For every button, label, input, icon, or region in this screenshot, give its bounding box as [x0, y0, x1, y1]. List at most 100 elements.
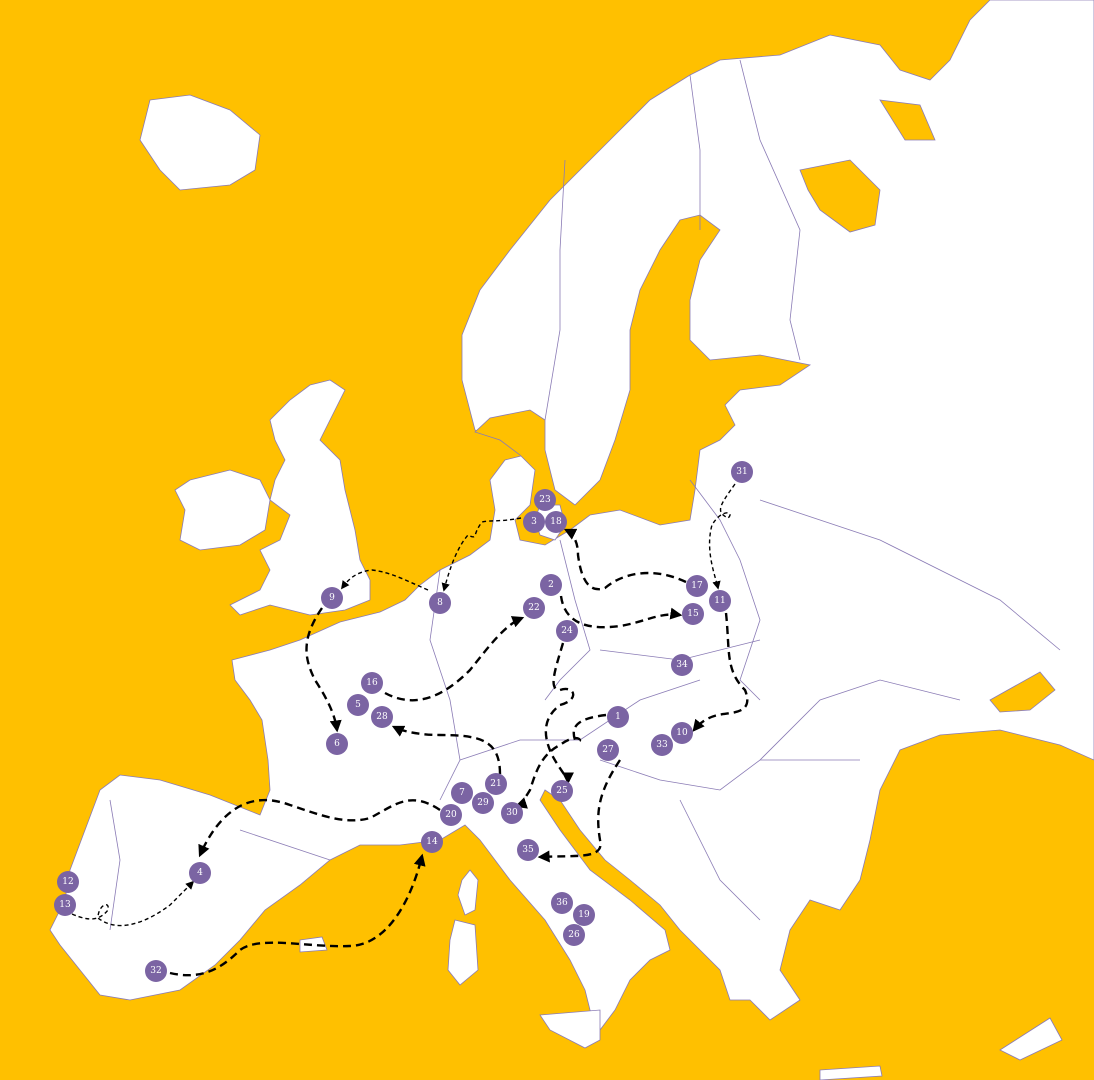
- marker-33[interactable]: 33: [651, 734, 673, 756]
- marker-19[interactable]: 19: [573, 904, 595, 926]
- marker-circle[interactable]: [671, 654, 693, 676]
- marker-10[interactable]: 10: [671, 722, 693, 744]
- marker-circle[interactable]: [485, 773, 507, 795]
- marker-label: 5: [355, 700, 361, 710]
- marker-circle[interactable]: [551, 780, 573, 802]
- marker-12[interactable]: 12: [57, 871, 79, 893]
- sardinia: [447, 919, 479, 986]
- white-sea: [799, 159, 881, 233]
- marker-21[interactable]: 21: [485, 773, 507, 795]
- marker-16[interactable]: 16: [361, 672, 383, 694]
- marker-18[interactable]: 18: [545, 511, 567, 533]
- marker-label: 18: [550, 517, 562, 527]
- marker-circle[interactable]: [421, 831, 443, 853]
- marker-circle[interactable]: [145, 960, 167, 982]
- marker-circle[interactable]: [540, 574, 562, 596]
- marker-13[interactable]: 13: [54, 894, 76, 916]
- marker-circle[interactable]: [545, 511, 567, 533]
- markers: 1234567891011121314151617181920212223242…: [54, 461, 753, 982]
- marker-circle[interactable]: [551, 892, 573, 914]
- marker-label: 6: [334, 739, 340, 749]
- marker-label: 31: [736, 467, 747, 477]
- marker-31[interactable]: 31: [731, 461, 753, 483]
- marker-17[interactable]: 17: [686, 575, 708, 597]
- marker-label: 34: [676, 660, 688, 670]
- marker-30[interactable]: 30: [501, 802, 523, 824]
- marker-22[interactable]: 22: [523, 597, 545, 619]
- marker-circle[interactable]: [597, 739, 619, 761]
- marker-circle[interactable]: [709, 590, 731, 612]
- marker-2[interactable]: 2: [540, 574, 562, 596]
- marker-26[interactable]: 26: [563, 924, 585, 946]
- marker-circle[interactable]: [731, 461, 753, 483]
- marker-circle[interactable]: [472, 792, 494, 814]
- marker-29[interactable]: 29: [472, 792, 494, 814]
- route-8-to-9: [340, 569, 429, 591]
- marker-circle[interactable]: [54, 894, 76, 916]
- marker-circle[interactable]: [517, 839, 539, 861]
- marker-6[interactable]: 6: [326, 733, 348, 755]
- route-24-to-25: [544, 642, 575, 785]
- marker-label: 9: [329, 593, 335, 603]
- marker-label: 23: [539, 495, 551, 505]
- routes: [71, 483, 749, 977]
- route-13-to-4: [71, 880, 195, 927]
- marker-circle[interactable]: [361, 672, 383, 694]
- marker-8[interactable]: 8: [429, 592, 451, 614]
- marker-25[interactable]: 25: [551, 780, 573, 802]
- marker-34[interactable]: 34: [671, 654, 693, 676]
- marker-circle[interactable]: [671, 722, 693, 744]
- marker-circle[interactable]: [347, 694, 369, 716]
- marker-circle[interactable]: [534, 489, 556, 511]
- marker-circle[interactable]: [57, 871, 79, 893]
- route-21-to-28: [391, 725, 502, 775]
- marker-circle[interactable]: [556, 620, 578, 642]
- marker-5[interactable]: 5: [347, 694, 369, 716]
- marker-11[interactable]: 11: [709, 590, 731, 612]
- marker-circle[interactable]: [326, 733, 348, 755]
- marker-circle[interactable]: [501, 802, 523, 824]
- marker-label: 27: [602, 745, 614, 755]
- land: [49, 0, 1094, 1080]
- marker-circle[interactable]: [573, 904, 595, 926]
- marker-35[interactable]: 35: [517, 839, 539, 861]
- marker-circle[interactable]: [189, 862, 211, 884]
- marker-9[interactable]: 9: [321, 587, 343, 609]
- marker-27[interactable]: 27: [597, 739, 619, 761]
- marker-20[interactable]: 20: [440, 804, 462, 826]
- marker-24[interactable]: 24: [556, 620, 578, 642]
- marker-label: 11: [714, 596, 725, 606]
- marker-label: 32: [150, 966, 161, 976]
- marker-7[interactable]: 7: [451, 782, 473, 804]
- marker-28[interactable]: 28: [371, 706, 393, 728]
- marker-circle[interactable]: [371, 706, 393, 728]
- marker-3[interactable]: 3: [523, 511, 545, 533]
- marker-circle[interactable]: [523, 597, 545, 619]
- barents-inlet: [879, 99, 936, 141]
- route-2-to-15: [559, 595, 683, 629]
- marker-circle[interactable]: [651, 734, 673, 756]
- marker-circle[interactable]: [321, 587, 343, 609]
- marker-label: 13: [59, 900, 71, 910]
- crete: [819, 1065, 883, 1080]
- marker-circle[interactable]: [429, 592, 451, 614]
- marker-circle[interactable]: [686, 575, 708, 597]
- marker-23[interactable]: 23: [534, 489, 556, 511]
- marker-label: 22: [528, 603, 539, 613]
- marker-circle[interactable]: [440, 804, 462, 826]
- marker-36[interactable]: 36: [551, 892, 573, 914]
- marker-circle[interactable]: [451, 782, 473, 804]
- turkey-coast: [999, 1017, 1063, 1061]
- route-27-to-35: [537, 759, 621, 863]
- route-3-to-8: [441, 517, 522, 592]
- marker-32[interactable]: 32: [145, 960, 167, 982]
- marker-15[interactable]: 15: [682, 603, 704, 625]
- marker-label: 2: [548, 580, 554, 590]
- marker-circle[interactable]: [563, 924, 585, 946]
- marker-14[interactable]: 14: [421, 831, 443, 853]
- marker-circle[interactable]: [682, 603, 704, 625]
- marker-4[interactable]: 4: [189, 862, 211, 884]
- marker-1[interactable]: 1: [607, 706, 629, 728]
- marker-circle[interactable]: [607, 706, 629, 728]
- marker-circle[interactable]: [523, 511, 545, 533]
